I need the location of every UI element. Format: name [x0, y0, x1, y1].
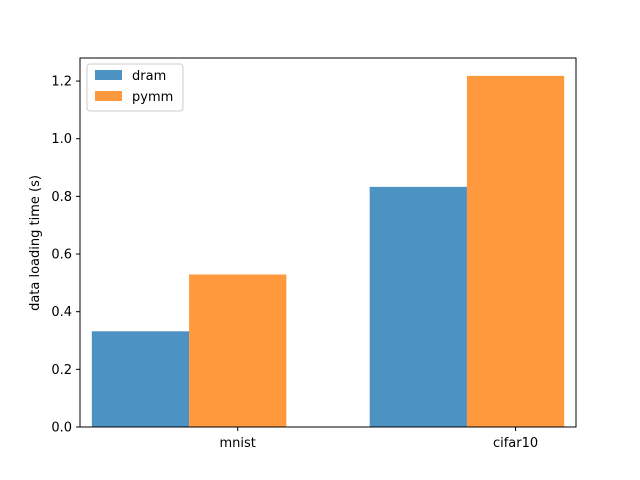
y-tick-label: 0.8	[51, 190, 72, 205]
y-tick-label: 0.6	[51, 248, 72, 263]
y-axis-label: data loading time (s)	[28, 175, 43, 311]
legend: dram pymm	[86, 63, 184, 112]
y-tick-label: 1.0	[51, 132, 72, 147]
legend-label-dram: dram	[132, 69, 166, 84]
x-tick-label: cifar10	[493, 436, 538, 451]
x-tick-label: mnist	[219, 436, 255, 451]
legend-swatch-pymm	[95, 91, 122, 101]
y-axis: 0.0 0.2 0.4 0.6 0.8 1.0 1.2	[51, 75, 80, 436]
bar-dram-mnist	[91, 331, 190, 427]
bar-pymm-mnist	[189, 274, 287, 427]
bar-dram-cifar10	[369, 186, 467, 427]
y-tick-label: 0.0	[51, 421, 72, 436]
bar-pymm-cifar10	[466, 75, 565, 427]
plot-frame	[79, 57, 577, 428]
y-tick-label: 1.2	[51, 75, 72, 90]
x-axis: mnist cifar10	[219, 427, 538, 451]
legend-label-pymm: pymm	[132, 90, 173, 105]
y-tick-label: 0.2	[51, 363, 72, 378]
bars-group	[91, 75, 565, 427]
legend-swatch-dram	[95, 70, 122, 80]
y-tick-label: 0.4	[51, 305, 72, 320]
